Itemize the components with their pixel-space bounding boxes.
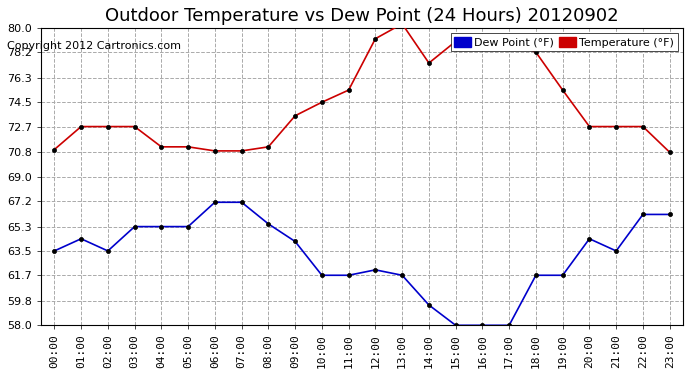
Title: Outdoor Temperature vs Dew Point (24 Hours) 20120902: Outdoor Temperature vs Dew Point (24 Hou… [105,7,619,25]
Legend: Dew Point (°F), Temperature (°F): Dew Point (°F), Temperature (°F) [451,33,678,51]
Text: Copyright 2012 Cartronics.com: Copyright 2012 Cartronics.com [7,41,181,51]
